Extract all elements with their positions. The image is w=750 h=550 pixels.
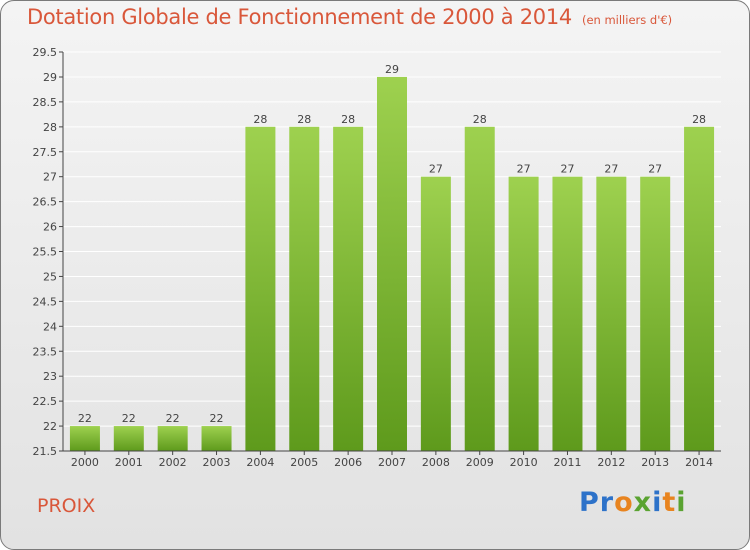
data-label: 28 — [692, 113, 706, 126]
y-tick-label: 29 — [43, 71, 57, 84]
x-tick-label: 2009 — [466, 456, 494, 469]
y-tick-label: 29.5 — [33, 46, 58, 59]
bar — [157, 426, 188, 451]
y-tick-label: 28 — [43, 121, 57, 134]
y-tick-label: 23.5 — [33, 345, 58, 358]
commune-name: PROIX — [37, 495, 96, 517]
x-tick-label: 2008 — [422, 456, 450, 469]
data-label: 28 — [253, 113, 267, 126]
data-label: 28 — [473, 113, 487, 126]
x-tick-label: 2003 — [203, 456, 231, 469]
data-label: 28 — [297, 113, 311, 126]
x-tick-label: 2002 — [159, 456, 187, 469]
x-tick-label: 2005 — [290, 456, 318, 469]
proxiti-logo[interactable]: Proxiti — [579, 487, 687, 518]
x-tick-label: 2001 — [115, 456, 143, 469]
x-tick-label: 2013 — [641, 456, 669, 469]
data-label: 27 — [517, 163, 531, 176]
y-tick-label: 22 — [43, 420, 57, 433]
y-tick-label: 26.5 — [33, 196, 58, 209]
bar — [684, 126, 715, 451]
data-label: 27 — [648, 163, 662, 176]
bar — [377, 76, 407, 451]
bar — [245, 126, 276, 451]
y-tick-label: 25 — [43, 270, 57, 283]
data-label: 27 — [604, 163, 618, 176]
bar — [640, 176, 671, 451]
bar — [596, 176, 627, 451]
y-tick-label: 27.5 — [33, 146, 58, 159]
y-tick-label: 22.5 — [33, 395, 58, 408]
x-tick-label: 2004 — [246, 456, 274, 469]
chart-title-text: Dotation Globale de Fonctionnement de 20… — [27, 5, 572, 29]
bar — [552, 176, 583, 451]
data-label: 22 — [166, 412, 180, 425]
x-tick-label: 2006 — [334, 456, 362, 469]
data-label: 27 — [429, 163, 443, 176]
x-tick-label: 2012 — [597, 456, 625, 469]
bar — [464, 126, 495, 451]
y-tick-label: 24.5 — [33, 295, 58, 308]
x-tick-label: 2011 — [553, 456, 581, 469]
y-tick-label: 24 — [43, 320, 57, 333]
x-tick-label: 2010 — [510, 456, 538, 469]
bar — [420, 176, 451, 451]
y-tick-label: 23 — [43, 370, 57, 383]
bar — [508, 176, 539, 451]
bar — [69, 426, 100, 451]
bar — [201, 426, 232, 451]
data-label: 22 — [122, 412, 136, 425]
chart-unit: (en milliers d'€) — [581, 13, 673, 27]
x-tick-label: 2014 — [685, 456, 713, 469]
x-tick-label: 2000 — [71, 456, 99, 469]
data-label: 22 — [210, 412, 224, 425]
y-tick-label: 27 — [43, 171, 57, 184]
x-tick-label: 2007 — [378, 456, 406, 469]
data-label: 22 — [78, 412, 92, 425]
y-tick-label: 26 — [43, 221, 57, 234]
bar — [333, 126, 364, 451]
bar — [289, 126, 320, 451]
chart-title: Dotation Globale de Fonctionnement de 20… — [27, 5, 672, 29]
y-tick-label: 21.5 — [33, 445, 58, 458]
data-label: 27 — [560, 163, 574, 176]
y-tick-label: 25.5 — [33, 246, 58, 259]
data-label: 28 — [341, 113, 355, 126]
y-tick-label: 28.5 — [33, 96, 58, 109]
bar — [113, 426, 144, 451]
data-label: 29 — [385, 63, 399, 76]
